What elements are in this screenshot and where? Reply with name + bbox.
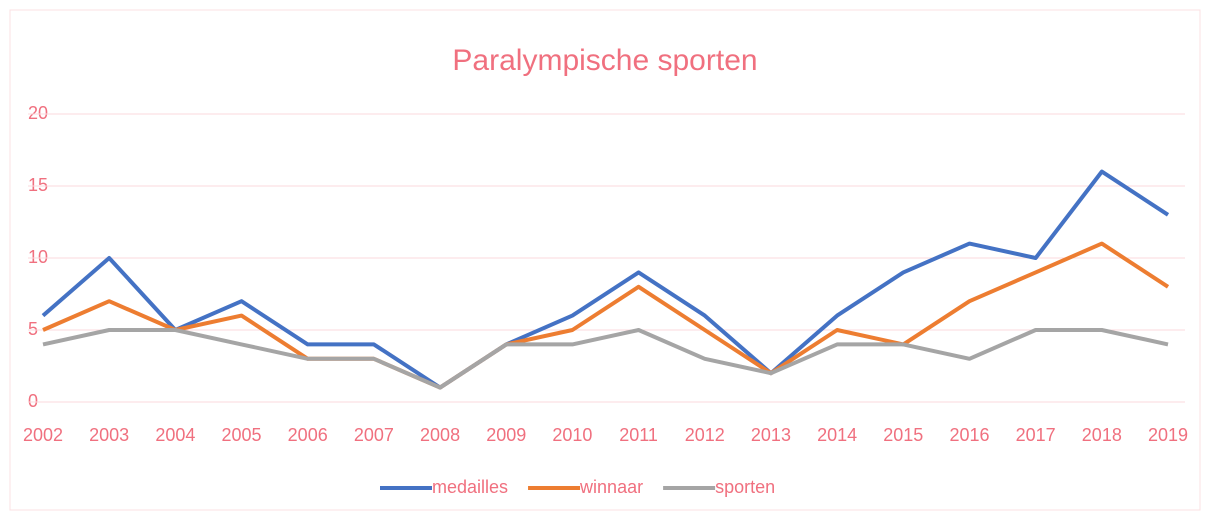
series-line: [42, 241, 1170, 390]
series-line: [42, 328, 1169, 390]
legend-label: winnaar: [579, 477, 643, 497]
x-tick-label: 2009: [486, 425, 526, 445]
x-tick-label: 2005: [222, 425, 262, 445]
y-tick-label: 0: [28, 391, 38, 411]
x-tick-label: 2013: [751, 425, 791, 445]
legend-label: medailles: [432, 477, 508, 497]
y-tick-label: 20: [28, 103, 48, 123]
x-tick-label: 2014: [817, 425, 857, 445]
legend-label: sporten: [715, 477, 775, 497]
x-tick-label: 2004: [155, 425, 195, 445]
y-tick-label: 5: [28, 319, 38, 339]
x-tick-label: 2002: [23, 425, 63, 445]
x-tick-label: 2016: [949, 425, 989, 445]
series-line: [41, 169, 1170, 390]
chart-title: Paralympische sporten: [452, 44, 757, 77]
x-tick-label: 2008: [420, 425, 460, 445]
y-tick-label: 10: [28, 247, 48, 267]
x-tick-label: 2011: [619, 425, 658, 445]
x-tick-label: 2006: [288, 425, 328, 445]
chart-border: [9, 9, 1201, 511]
x-tick-label: 2017: [1016, 425, 1056, 445]
x-tick-label: 2007: [354, 425, 394, 445]
x-tick-label: 2003: [89, 425, 129, 445]
x-tick-label: 2019: [1148, 425, 1188, 445]
x-tick-label: 2018: [1082, 425, 1122, 445]
x-tick-label: 2012: [685, 425, 725, 445]
x-tick-label: 2010: [552, 425, 592, 445]
y-tick-label: 15: [28, 175, 48, 195]
x-tick-label: 2015: [883, 425, 923, 445]
